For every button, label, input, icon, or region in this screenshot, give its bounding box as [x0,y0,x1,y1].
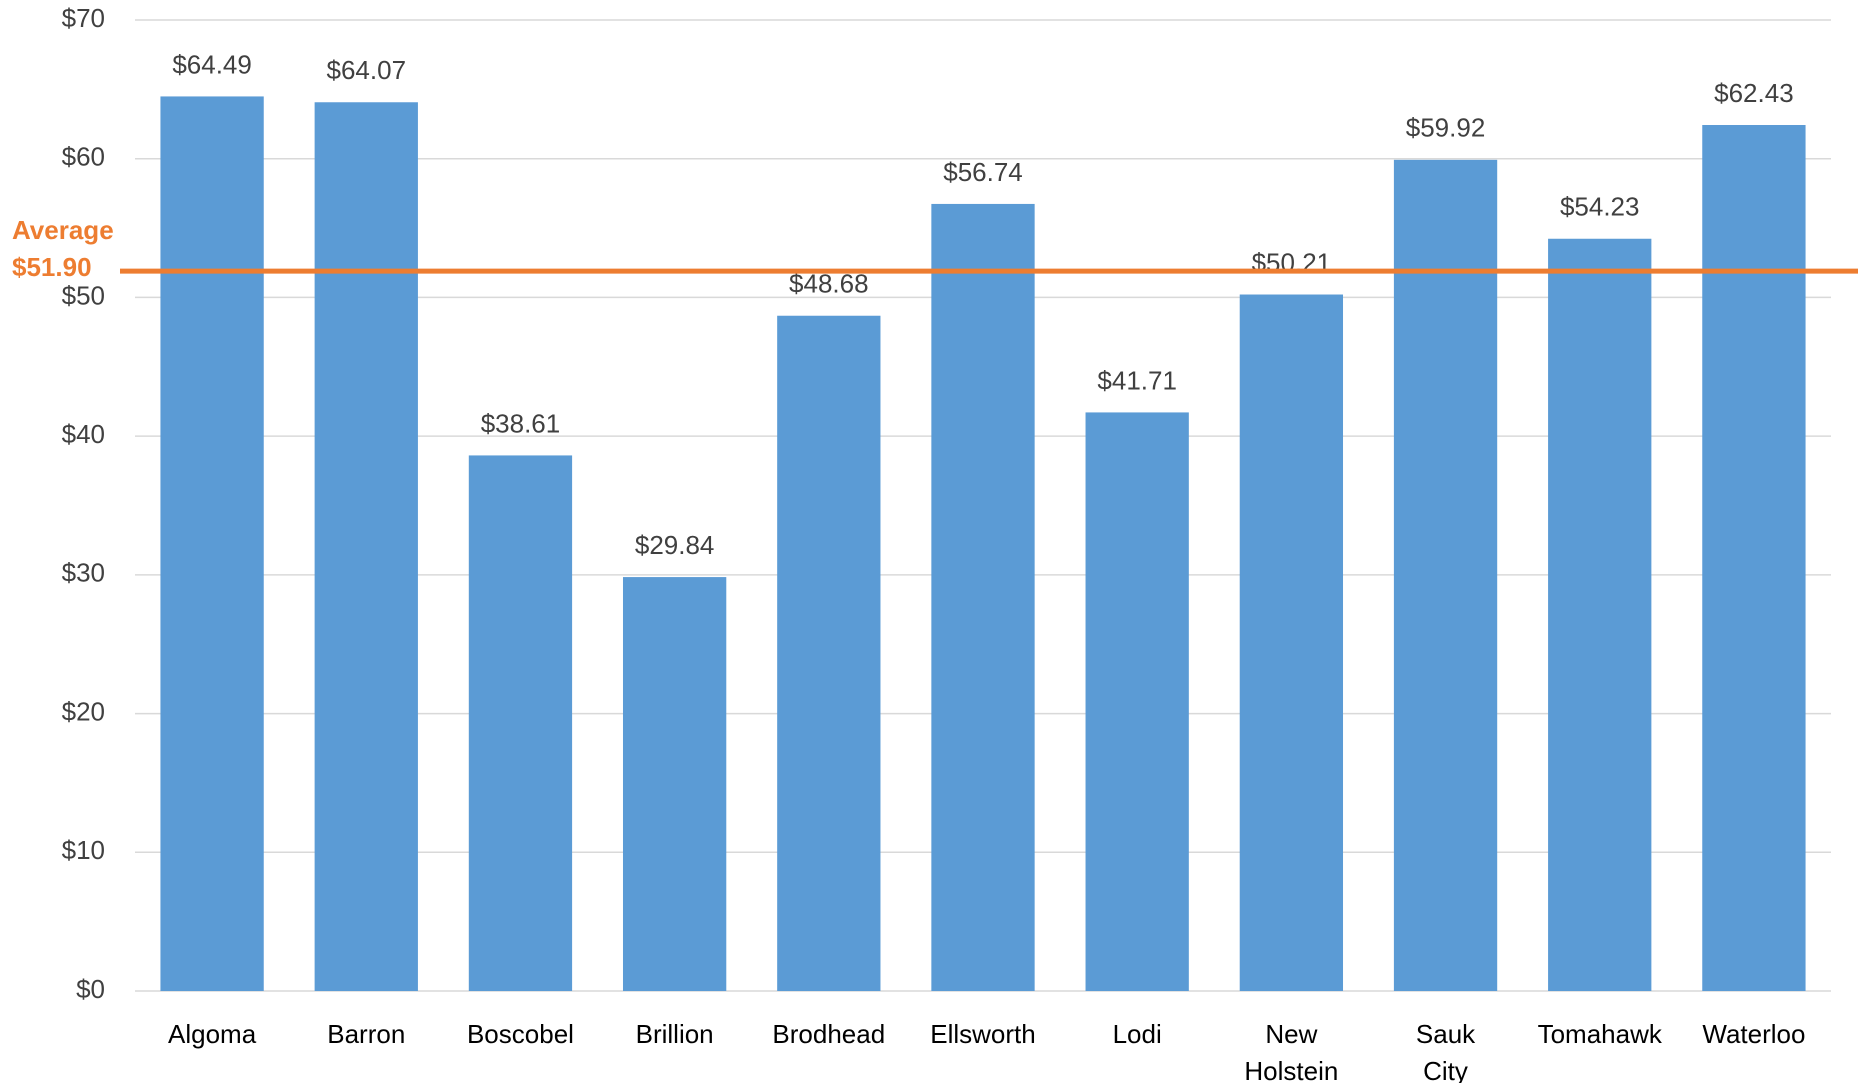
x-tick-label: New Holstein [1244,1019,1339,1083]
value-label: $56.74 [943,157,1023,187]
x-tick-label: Algoma [168,1019,257,1049]
y-tick-label: $70 [62,3,105,33]
value-label: $64.07 [327,55,407,85]
bar [1702,125,1806,991]
value-label: $64.49 [172,49,252,79]
bar [1393,159,1498,992]
bar [1548,238,1652,991]
value-label: $62.43 [1714,78,1794,108]
x-tick-label: Tomahawk [1537,1019,1662,1049]
y-tick-label: $30 [62,558,105,588]
bar [1239,294,1344,991]
average-label: Average [12,215,114,245]
y-tick-label: $20 [62,696,105,726]
x-tick-label: Barron [327,1019,406,1049]
value-label: $59.92 [1406,113,1486,143]
bar [622,577,727,991]
bar [468,455,573,991]
average-value-label: $51.90 [12,252,92,282]
bar [1085,412,1189,991]
y-tick-label: $50 [62,280,105,310]
value-label: $54.23 [1560,192,1640,222]
x-tick-label: Brillion [635,1019,714,1049]
value-label: $48.68 [789,269,869,299]
y-tick-label: $40 [62,419,105,449]
x-tick-label: Sauk City [1415,1019,1476,1083]
bar [777,315,881,991]
bar [160,96,264,991]
bar [314,102,418,991]
value-label: $41.71 [1097,365,1177,395]
y-tick-label: $60 [62,142,105,172]
x-tick-label: Ellsworth [930,1019,1036,1049]
x-tick-label: Lodi [1112,1019,1162,1049]
x-tick-label: Waterloo [1702,1019,1806,1049]
x-tick-label: Boscobel [466,1019,574,1049]
y-tick-label: $10 [62,835,105,865]
x-tick-label: Brodhead [772,1019,886,1049]
y-tick-label: $0 [76,974,105,1004]
bar [931,203,1035,991]
value-label: $29.84 [635,530,715,560]
value-label: $38.61 [481,408,561,438]
